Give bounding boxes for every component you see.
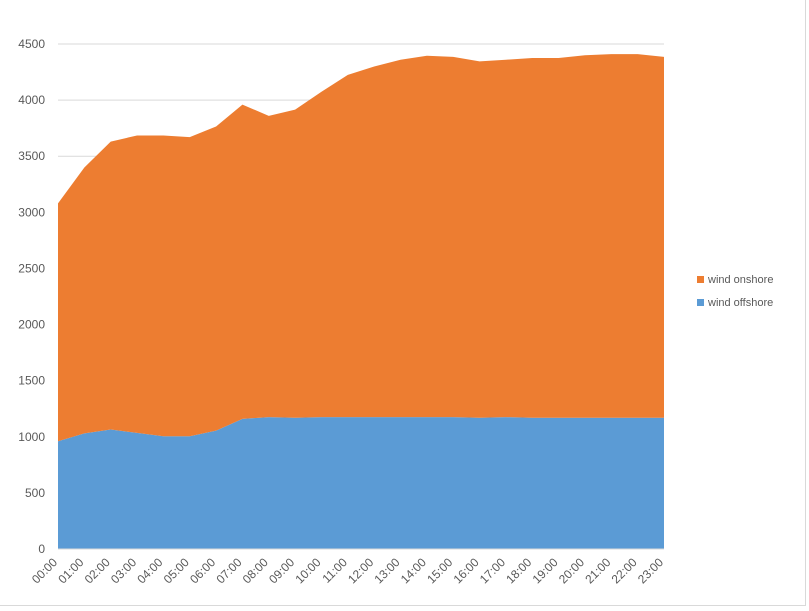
x-tick-label: 15:00	[424, 555, 455, 586]
x-tick-label: 09:00	[266, 555, 297, 586]
y-tick-label: 0	[38, 542, 45, 556]
x-tick-label: 13:00	[372, 555, 403, 586]
x-tick-label: 03:00	[108, 555, 139, 586]
y-tick-label: 3500	[18, 149, 45, 163]
x-tick-label: 21:00	[582, 555, 613, 586]
x-tick-label: 17:00	[477, 555, 508, 586]
x-tick-label: 19:00	[530, 555, 561, 586]
x-tick-label: 12:00	[345, 555, 376, 586]
x-tick-label: 10:00	[292, 555, 323, 586]
area-wind-onshore	[58, 54, 664, 442]
legend-item-wind-onshore: wind onshore	[697, 268, 773, 291]
x-tick-label: 20:00	[556, 555, 587, 586]
x-tick-label: 05:00	[161, 555, 192, 586]
x-tick-label: 00:00	[29, 555, 60, 586]
legend-label-wind-onshore: wind onshore	[708, 273, 774, 286]
area-wind-offshore	[58, 417, 664, 549]
x-tick-label: 11:00	[319, 555, 350, 586]
y-tick-label: 4000	[18, 93, 45, 107]
legend-item-wind-offshore: wind offshore	[697, 291, 773, 314]
y-tick-label: 1000	[18, 430, 45, 444]
x-tick-label: 02:00	[82, 555, 113, 586]
y-tick-label: 2500	[18, 261, 45, 275]
y-tick-label: 4500	[18, 37, 45, 51]
x-tick-label: 07:00	[213, 555, 244, 586]
y-tick-label: 3000	[18, 205, 45, 219]
x-tick-label: 23:00	[635, 555, 666, 586]
x-tick-label: 08:00	[240, 555, 271, 586]
x-tick-label: 18:00	[503, 555, 534, 586]
y-tick-label: 1500	[18, 374, 45, 388]
y-tick-label: 2000	[18, 318, 45, 332]
y-tick-label: 500	[25, 486, 45, 500]
legend-swatch-wind-offshore	[697, 299, 704, 306]
legend-label-wind-offshore: wind offshore	[708, 296, 774, 309]
x-tick-label: 16:00	[451, 555, 482, 586]
x-tick-label: 14:00	[398, 555, 429, 586]
x-tick-label: 06:00	[187, 555, 218, 586]
x-tick-label: 01:00	[55, 555, 86, 586]
legend: wind onshore wind offshore	[697, 268, 773, 314]
x-tick-label: 04:00	[134, 555, 165, 586]
x-tick-label: 22:00	[609, 555, 640, 586]
legend-swatch-wind-onshore	[697, 276, 704, 283]
